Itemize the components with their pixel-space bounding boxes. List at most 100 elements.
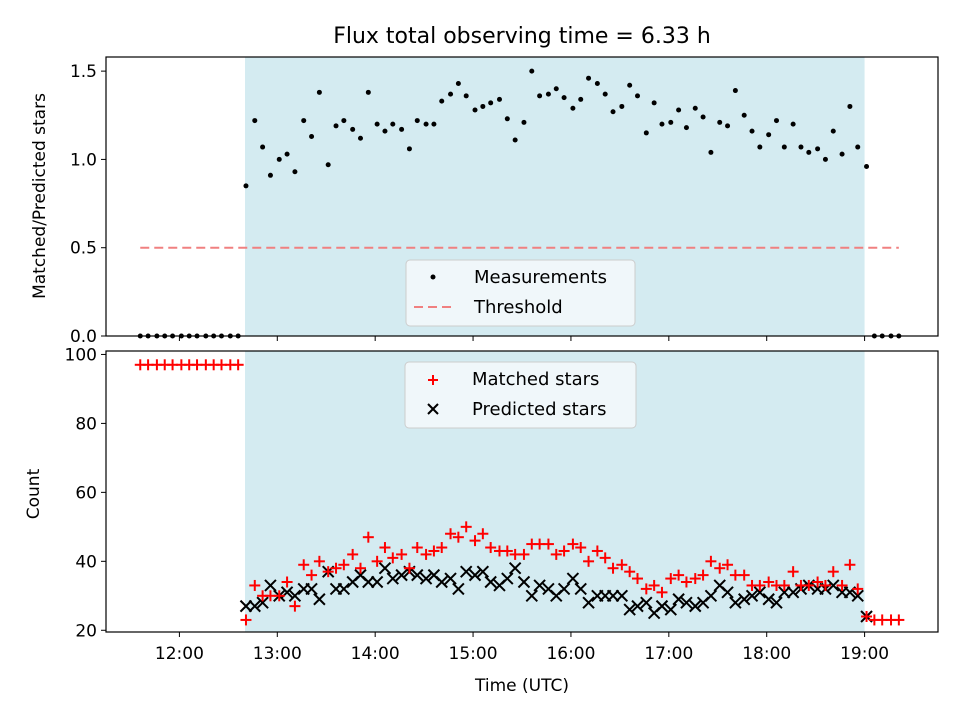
measurement-point	[521, 119, 527, 125]
measurement-point	[749, 128, 755, 134]
matched-star-marker	[354, 562, 366, 574]
matched-star-marker	[240, 614, 252, 626]
matched-star-marker	[893, 614, 905, 626]
measurement-point	[260, 144, 266, 150]
matched-star-marker	[289, 600, 301, 612]
measurement-point	[725, 123, 731, 129]
legend-matched-stars-label: Matched stars	[472, 369, 599, 390]
measurement-point	[586, 75, 592, 81]
matched-star-marker	[722, 559, 734, 571]
x-tick-label: 17:00	[644, 644, 693, 664]
predicted-star-marker	[566, 572, 580, 585]
chart-title: Flux total observing time = 6.33 h	[333, 24, 711, 49]
x-tick-label: 12:00	[155, 644, 204, 664]
measurement-point	[252, 118, 258, 124]
predicted-star-marker	[313, 593, 326, 606]
measurement-point	[815, 146, 821, 152]
measurement-point	[757, 144, 763, 150]
matched-star-marker	[763, 576, 775, 588]
measurement-point	[847, 103, 853, 109]
top-y-tick-label: 0.5	[70, 239, 97, 259]
predicted-star-marker	[745, 589, 759, 603]
measurement-point	[423, 121, 429, 127]
x-tick-label: 16:00	[546, 644, 595, 664]
predicted-star-marker	[631, 599, 644, 613]
x-tick-label: 18:00	[742, 644, 791, 664]
legend-predicted-stars-label: Predicted stars	[472, 399, 606, 420]
predicted-star-marker	[533, 579, 546, 592]
matched-star-marker	[518, 548, 530, 560]
bottom-legend: Matched stars Predicted stars	[404, 361, 637, 429]
matched-star-marker	[616, 559, 628, 571]
matched-star-marker	[558, 545, 570, 557]
measurement-point	[619, 103, 625, 109]
measurement-point	[798, 144, 804, 150]
predicted-star-marker	[256, 596, 269, 609]
matched-star-marker	[232, 359, 244, 371]
measurement-point	[350, 126, 356, 132]
matched-star-marker	[607, 562, 619, 574]
measurement-point	[276, 156, 282, 162]
predicted-star-marker	[704, 589, 718, 603]
matched-star-marker	[689, 573, 701, 585]
matched-star-marker	[697, 569, 709, 581]
matched-star-marker	[469, 535, 481, 547]
measurement-point	[864, 163, 870, 169]
bottom-panel: 20 40 60 80 100 12:00 13:00 14:00 15:00 16:00 17:0…	[24, 345, 939, 696]
matched-star-marker	[632, 573, 644, 585]
matched-star-marker	[420, 548, 432, 560]
matched-star-marker	[827, 566, 839, 578]
predicted-star-marker	[476, 565, 490, 578]
matched-star-marker	[313, 555, 325, 567]
x-tick-label: 15:00	[449, 644, 498, 664]
predicted-star-marker	[459, 565, 473, 578]
predicted-star-marker	[640, 596, 653, 609]
measurement-point	[766, 132, 772, 138]
measurement-point	[659, 121, 665, 127]
matched-star-marker	[249, 579, 261, 591]
predicted-star-marker	[305, 582, 318, 596]
bottom-y-tick-label: 80	[75, 414, 97, 434]
predicted-star-marker	[851, 589, 864, 603]
predicted-star-marker	[395, 568, 408, 582]
matched-star-marker	[396, 548, 408, 560]
matched-star-marker	[567, 538, 579, 550]
measurement-point	[341, 118, 347, 124]
predicted-star-marker	[689, 599, 702, 613]
matched-star-marker	[428, 545, 440, 557]
predicted-star-marker	[729, 596, 742, 609]
legend-matched-stars-marker	[428, 375, 438, 385]
matched-star-marker	[298, 559, 310, 571]
top-panel: 0.0 0.5 1.0 1.5 Flux total observing time =…	[30, 24, 939, 347]
predicted-star-marker	[623, 603, 636, 616]
matched-star-marker	[844, 559, 856, 571]
measurement-point	[830, 128, 836, 134]
matched-star-marker	[754, 579, 766, 591]
top-y-tick-label: 0.0	[70, 327, 97, 347]
matched-star-marker	[411, 542, 423, 554]
measurement-point	[399, 126, 405, 132]
measurement-point	[790, 121, 796, 127]
measurement-point	[708, 149, 714, 155]
matched-stars-points	[134, 359, 905, 626]
matched-star-marker	[379, 542, 391, 554]
predicted-star-marker	[517, 575, 531, 589]
measurement-point	[292, 169, 298, 175]
x-tick-label: 19:00	[840, 644, 889, 664]
matched-star-marker	[656, 586, 668, 598]
predicted-star-marker	[680, 596, 693, 609]
matched-star-marker	[501, 545, 513, 557]
measurement-point	[529, 68, 535, 74]
matched-star-marker	[648, 579, 660, 591]
matched-star-marker	[714, 562, 726, 574]
matched-star-marker	[338, 559, 350, 571]
predicted-star-marker	[264, 579, 277, 592]
measurement-point	[374, 121, 380, 127]
top-axis-ticks: 0.0 0.5 1.0 1.5	[70, 62, 866, 347]
matched-star-marker	[812, 576, 824, 588]
matched-star-marker	[583, 555, 595, 567]
bottom-y-tick-label: 20	[75, 621, 97, 641]
predicted-star-marker	[770, 596, 783, 609]
top-legend-box	[405, 259, 636, 327]
bottom-y-tick-label: 60	[75, 483, 97, 503]
